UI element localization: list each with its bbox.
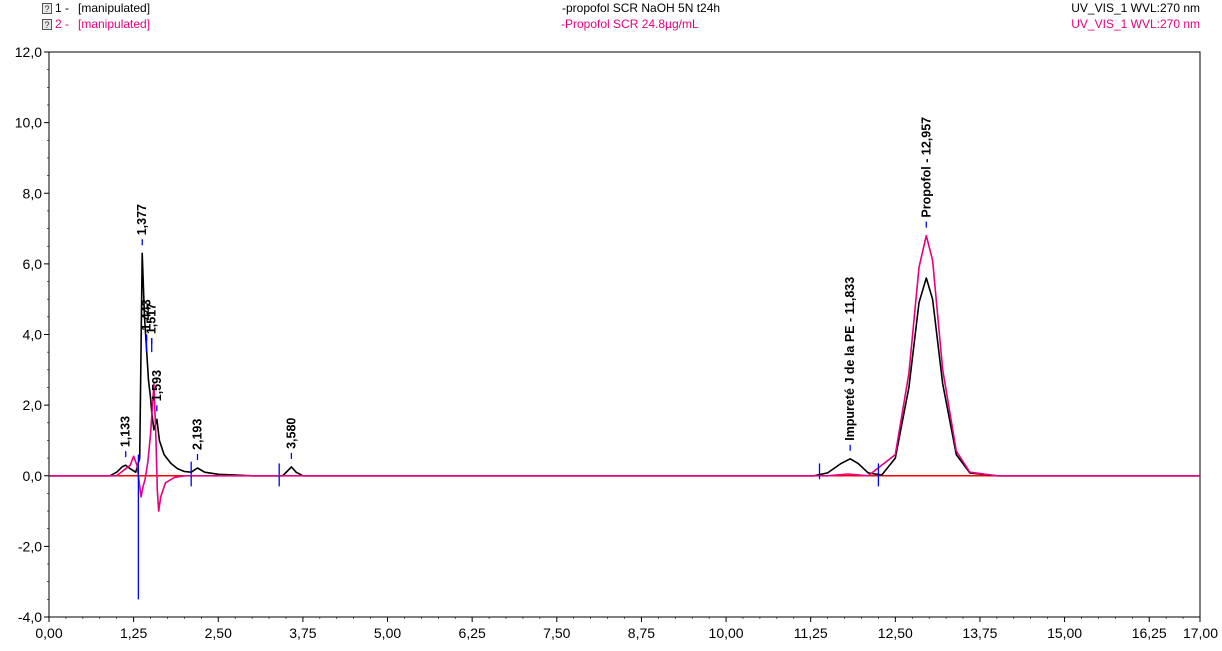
x-tick-label: 8,75 — [628, 625, 655, 641]
x-tick-label: 11,25 — [794, 625, 828, 641]
x-tick-label: 1,25 — [120, 625, 147, 641]
peak-label: Impureté J de la PE - 11,833 — [843, 277, 857, 441]
x-tick-label: 15,00 — [1047, 625, 1082, 641]
peak-label: 1,593 — [150, 370, 164, 401]
y-tick-label: 6,0 — [23, 256, 43, 272]
y-tick-label: -4,0 — [18, 609, 42, 625]
y-tick-label: 8,0 — [23, 185, 43, 201]
y-tick-label: 4,0 — [23, 327, 43, 343]
y-tick-label: 2,0 — [23, 397, 43, 413]
peak-label: 2,193 — [190, 419, 204, 450]
peak-label: 1,517 — [145, 303, 159, 334]
series-line-2 — [49, 236, 1200, 512]
y-tick-label: -2,0 — [18, 538, 42, 554]
x-tick-label: 17,00 — [1183, 625, 1218, 641]
y-tick-label: 10,0 — [15, 115, 42, 131]
x-tick-label: 5,00 — [374, 625, 401, 641]
peak-label: 1,133 — [119, 416, 133, 447]
peak-label: 1,377 — [135, 204, 149, 235]
series-line-1 — [49, 253, 1200, 475]
y-tick-label: 0,0 — [23, 468, 43, 484]
x-tick-label: 2,50 — [205, 625, 232, 641]
y-tick-label: 12,0 — [15, 44, 42, 60]
plot-frame — [49, 52, 1200, 617]
peak-label: 3,580 — [284, 418, 298, 449]
x-tick-label: 13,75 — [962, 625, 997, 641]
x-tick-label: 16,25 — [1132, 625, 1167, 641]
x-tick-label: 3,75 — [289, 625, 316, 641]
peak-label: Propofol - 12,957 — [919, 117, 933, 218]
x-tick-label: 12,50 — [878, 625, 913, 641]
x-tick-label: 10,00 — [709, 625, 744, 641]
x-tick-label: 7,50 — [543, 625, 570, 641]
x-tick-label: 0,00 — [35, 625, 62, 641]
x-tick-label: 6,25 — [459, 625, 486, 641]
